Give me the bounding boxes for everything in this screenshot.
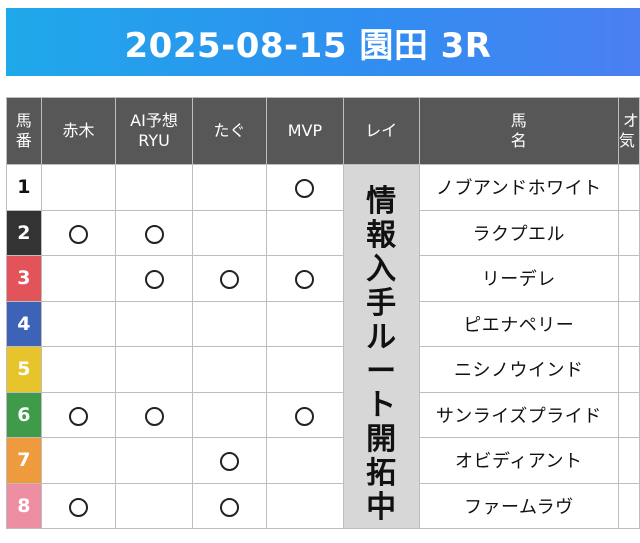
mark-cell-akagi xyxy=(40,346,117,393)
horse-name: リーデレ xyxy=(418,255,619,302)
mark-cell-ai-ryu: ○ xyxy=(115,209,193,256)
header-umaban: 馬 番 xyxy=(6,97,42,165)
mark-cell-akagi xyxy=(40,300,117,347)
mark-cell-ai-ryu xyxy=(115,164,193,211)
mark-cell-mvp xyxy=(266,300,344,347)
horse-number: 5 xyxy=(6,346,42,393)
circle-mark-icon: ○ xyxy=(295,179,315,199)
header-tagu: たぐ xyxy=(191,97,268,165)
mark-cell-tagu xyxy=(191,346,268,393)
mark-cell-ai-ryu xyxy=(115,346,193,393)
mark-cell-mvp xyxy=(266,437,344,484)
mark-cell-mvp: ○ xyxy=(266,391,344,438)
mark-cell-akagi: ○ xyxy=(40,209,117,256)
extra-cell xyxy=(617,482,640,529)
horse-name: ラクプエル xyxy=(418,209,619,256)
mark-cell-ai-ryu xyxy=(115,482,193,529)
mark-cell-tagu: ○ xyxy=(191,255,268,302)
header-akagi: 赤木 xyxy=(40,97,117,165)
horse-name: ニシノウインド xyxy=(418,346,619,393)
circle-mark-icon: ○ xyxy=(219,452,239,472)
table-row: 5 ニシノウインド xyxy=(6,346,640,393)
mark-cell-akagi: ○ xyxy=(40,482,117,529)
header-rei: レイ xyxy=(342,97,420,165)
header-ai-ryu: AI予想 RYU xyxy=(115,97,193,165)
rei-note-text: 情報入手ルート開拓中 xyxy=(366,184,397,525)
circle-mark-icon: ○ xyxy=(69,497,89,517)
rei-column-note: 情報入手ルート開拓中 xyxy=(342,164,420,529)
mark-cell-akagi: ○ xyxy=(40,391,117,438)
circle-mark-icon: ○ xyxy=(219,497,239,517)
mark-cell-ai-ryu: ○ xyxy=(115,391,193,438)
horse-name: ファームラヴ xyxy=(418,482,619,529)
table-row: 4 ピエナペリー xyxy=(6,300,640,347)
prediction-table: 馬 番 赤木 AI予想 RYU たぐ MVP レイ 馬 名 オ 気 1 ○ 情報入手… xyxy=(6,97,640,529)
mark-cell-akagi xyxy=(40,437,117,484)
horse-number: 6 xyxy=(6,391,42,438)
table-row: 7 ○ オビディアント xyxy=(6,437,640,484)
horse-number: 4 xyxy=(6,300,42,347)
header-extra: オ 気 xyxy=(617,97,640,165)
mark-cell-ai-ryu xyxy=(115,437,193,484)
circle-mark-icon: ○ xyxy=(144,406,164,426)
circle-mark-icon: ○ xyxy=(144,224,164,244)
circle-mark-icon: ○ xyxy=(295,406,315,426)
horse-name: ピエナペリー xyxy=(418,300,619,347)
mark-cell-mvp: ○ xyxy=(266,255,344,302)
extra-cell xyxy=(617,209,640,256)
mark-cell-tagu xyxy=(191,164,268,211)
mark-cell-ai-ryu: ○ xyxy=(115,255,193,302)
table-row: 6 ○ ○ ○ サンライズプライド xyxy=(6,391,640,438)
mark-cell-mvp xyxy=(266,209,344,256)
mark-cell-mvp xyxy=(266,346,344,393)
horse-number: 2 xyxy=(6,209,42,256)
title-banner: 2025-08-15 園田 3R xyxy=(6,8,640,76)
page-title: 2025-08-15 園田 3R xyxy=(124,25,492,66)
circle-mark-icon: ○ xyxy=(69,224,89,244)
mark-cell-ai-ryu xyxy=(115,300,193,347)
table-row: 2 ○ ○ ラクプエル xyxy=(6,209,640,256)
horse-name: ノブアンドホワイト xyxy=(418,164,619,211)
mark-cell-tagu: ○ xyxy=(191,437,268,484)
table-row: 8 ○ ○ ファームラヴ xyxy=(6,482,640,529)
extra-cell xyxy=(617,346,640,393)
circle-mark-icon: ○ xyxy=(144,270,164,290)
horse-name: オビディアント xyxy=(418,437,619,484)
mark-cell-tagu xyxy=(191,209,268,256)
horse-number: 7 xyxy=(6,437,42,484)
mark-cell-akagi xyxy=(40,255,117,302)
extra-cell xyxy=(617,164,640,211)
mark-cell-mvp xyxy=(266,482,344,529)
extra-cell xyxy=(617,437,640,484)
header-horse-name: 馬 名 xyxy=(418,97,619,165)
circle-mark-icon: ○ xyxy=(219,270,239,290)
mark-cell-akagi xyxy=(40,164,117,211)
mark-cell-tagu xyxy=(191,300,268,347)
mark-cell-mvp: ○ xyxy=(266,164,344,211)
mark-cell-tagu: ○ xyxy=(191,482,268,529)
table-row: 3 ○ ○ ○ リーデレ xyxy=(6,255,640,302)
horse-name: サンライズプライド xyxy=(418,391,619,438)
horse-number: 3 xyxy=(6,255,42,302)
circle-mark-icon: ○ xyxy=(295,270,315,290)
header-row: 馬 番 赤木 AI予想 RYU たぐ MVP レイ 馬 名 オ 気 xyxy=(6,97,640,165)
header-mvp: MVP xyxy=(266,97,344,165)
extra-cell xyxy=(617,391,640,438)
mark-cell-tagu xyxy=(191,391,268,438)
extra-cell xyxy=(617,255,640,302)
circle-mark-icon: ○ xyxy=(69,406,89,426)
horse-number: 8 xyxy=(6,482,42,529)
extra-cell xyxy=(617,300,640,347)
horse-number: 1 xyxy=(6,164,42,211)
